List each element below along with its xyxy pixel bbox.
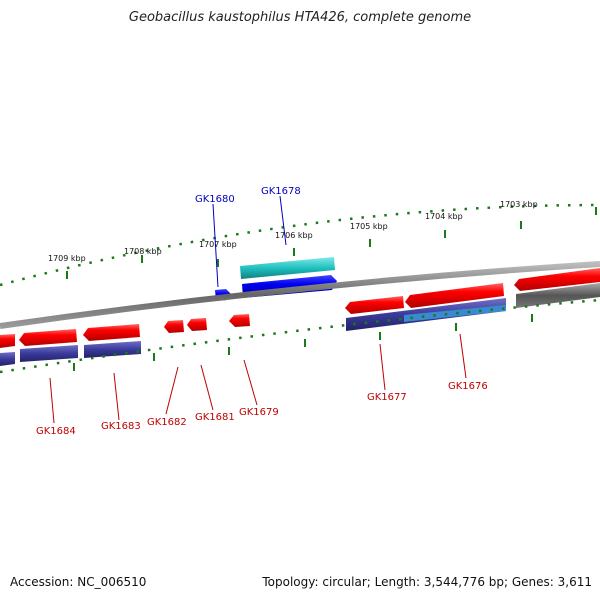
kbp-label: 1703 kbp	[500, 200, 538, 209]
gene-label: GK1682	[147, 417, 187, 428]
gene-labels: GK1680 GK1678 GK1684 GK1683 GK1682 GK168…	[36, 186, 488, 437]
gene-label: GK1681	[195, 412, 235, 423]
upper-tick-track	[0, 203, 600, 287]
gene-arrow	[19, 329, 77, 346]
gene-arrow	[187, 318, 207, 331]
map-title: Geobacillus kaustophilus HTA426, complet…	[128, 10, 472, 25]
kbp-label: 1704 kbp	[425, 212, 463, 221]
gene-label: GK1677	[367, 392, 407, 403]
topology-text: Topology: circular; Length: 3,544,776 bp…	[262, 575, 592, 589]
gene-arrow	[240, 257, 335, 279]
gene-arrow	[0, 334, 15, 348]
reverse-track	[0, 283, 600, 366]
gene-arrow	[164, 320, 184, 333]
gene-label: GK1679	[239, 407, 279, 418]
reverse-genes	[0, 268, 600, 348]
gene-arrow	[405, 283, 504, 308]
gene-label: GK1683	[101, 421, 141, 432]
gene-label: GK1676	[448, 381, 488, 392]
kbp-label: 1707 kbp	[199, 240, 237, 249]
kbp-label: 1709 kbp	[48, 254, 86, 263]
lower-tick-track	[0, 298, 600, 374]
gene-leader-lines	[49, 195, 467, 424]
kbp-label: 1705 kbp	[350, 222, 388, 231]
kbp-label: 1708 kbp	[124, 247, 162, 256]
gene-label: GK1678	[261, 186, 301, 197]
gene-arrow	[229, 314, 250, 327]
gene-label: GK1684	[36, 426, 76, 437]
gene-arrow	[83, 324, 140, 341]
accession-text: Accession: NC_006510	[10, 575, 147, 589]
kbp-tick-labels: 1709 kbp 1708 kbp 1707 kbp 1706 kbp 1705…	[48, 200, 538, 263]
gene-arrow	[345, 296, 404, 314]
gene-label: GK1680	[195, 194, 235, 205]
genome-backbone	[0, 261, 600, 329]
gene-arrow	[514, 268, 600, 291]
kbp-label: 1706 kbp	[275, 231, 313, 240]
